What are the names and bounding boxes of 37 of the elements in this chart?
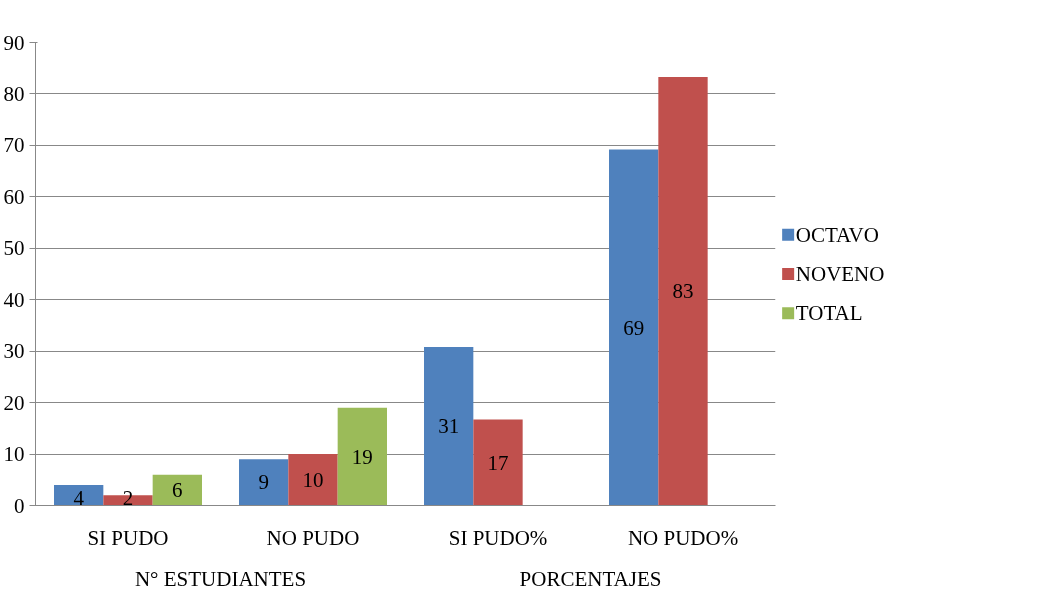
bar	[337, 407, 387, 506]
y-tick-label: 20	[3, 390, 25, 415]
bar	[658, 76, 708, 506]
data-label: 4	[73, 485, 85, 510]
legend-label: NOVENO	[795, 262, 885, 286]
bar	[288, 454, 338, 506]
y-tick-label: 90	[3, 30, 25, 55]
data-label: 17	[487, 450, 509, 475]
bar	[54, 484, 104, 506]
data-label: 10	[302, 467, 324, 492]
data-label: 19	[351, 444, 373, 469]
data-label: 69	[623, 315, 645, 340]
data-label: 6	[172, 478, 183, 503]
y-tick-label: 40	[3, 287, 25, 312]
legend-label: TOTAL	[795, 301, 863, 326]
y-tick-label: 0	[14, 493, 25, 518]
bar	[152, 474, 202, 506]
data-label: 83	[672, 279, 694, 304]
data-label: 9	[258, 470, 269, 495]
text: PORCENTAJES	[519, 566, 662, 591]
y-tick-label: 50	[3, 236, 25, 261]
y-tick-label: 60	[3, 184, 25, 209]
y-tick-label: 80	[3, 81, 25, 106]
bar	[473, 419, 523, 506]
x-tick-label: NO PUDO%	[627, 525, 739, 550]
bar	[424, 347, 474, 506]
bar	[609, 149, 659, 506]
x-tick-label: SI PUDO	[87, 525, 169, 550]
text: N° ESTUDIANTES	[134, 566, 307, 591]
x-tick-label: SI PUDO%	[448, 525, 548, 550]
y-tick-label: 70	[3, 133, 25, 158]
x-tick-label: NO PUDO	[266, 525, 360, 550]
bar	[239, 459, 289, 506]
data-label: 31	[438, 414, 460, 439]
legend-label: OCTAVO	[795, 222, 879, 247]
y-tick-label: 30	[3, 339, 25, 364]
y-tick-label: 10	[3, 442, 25, 467]
